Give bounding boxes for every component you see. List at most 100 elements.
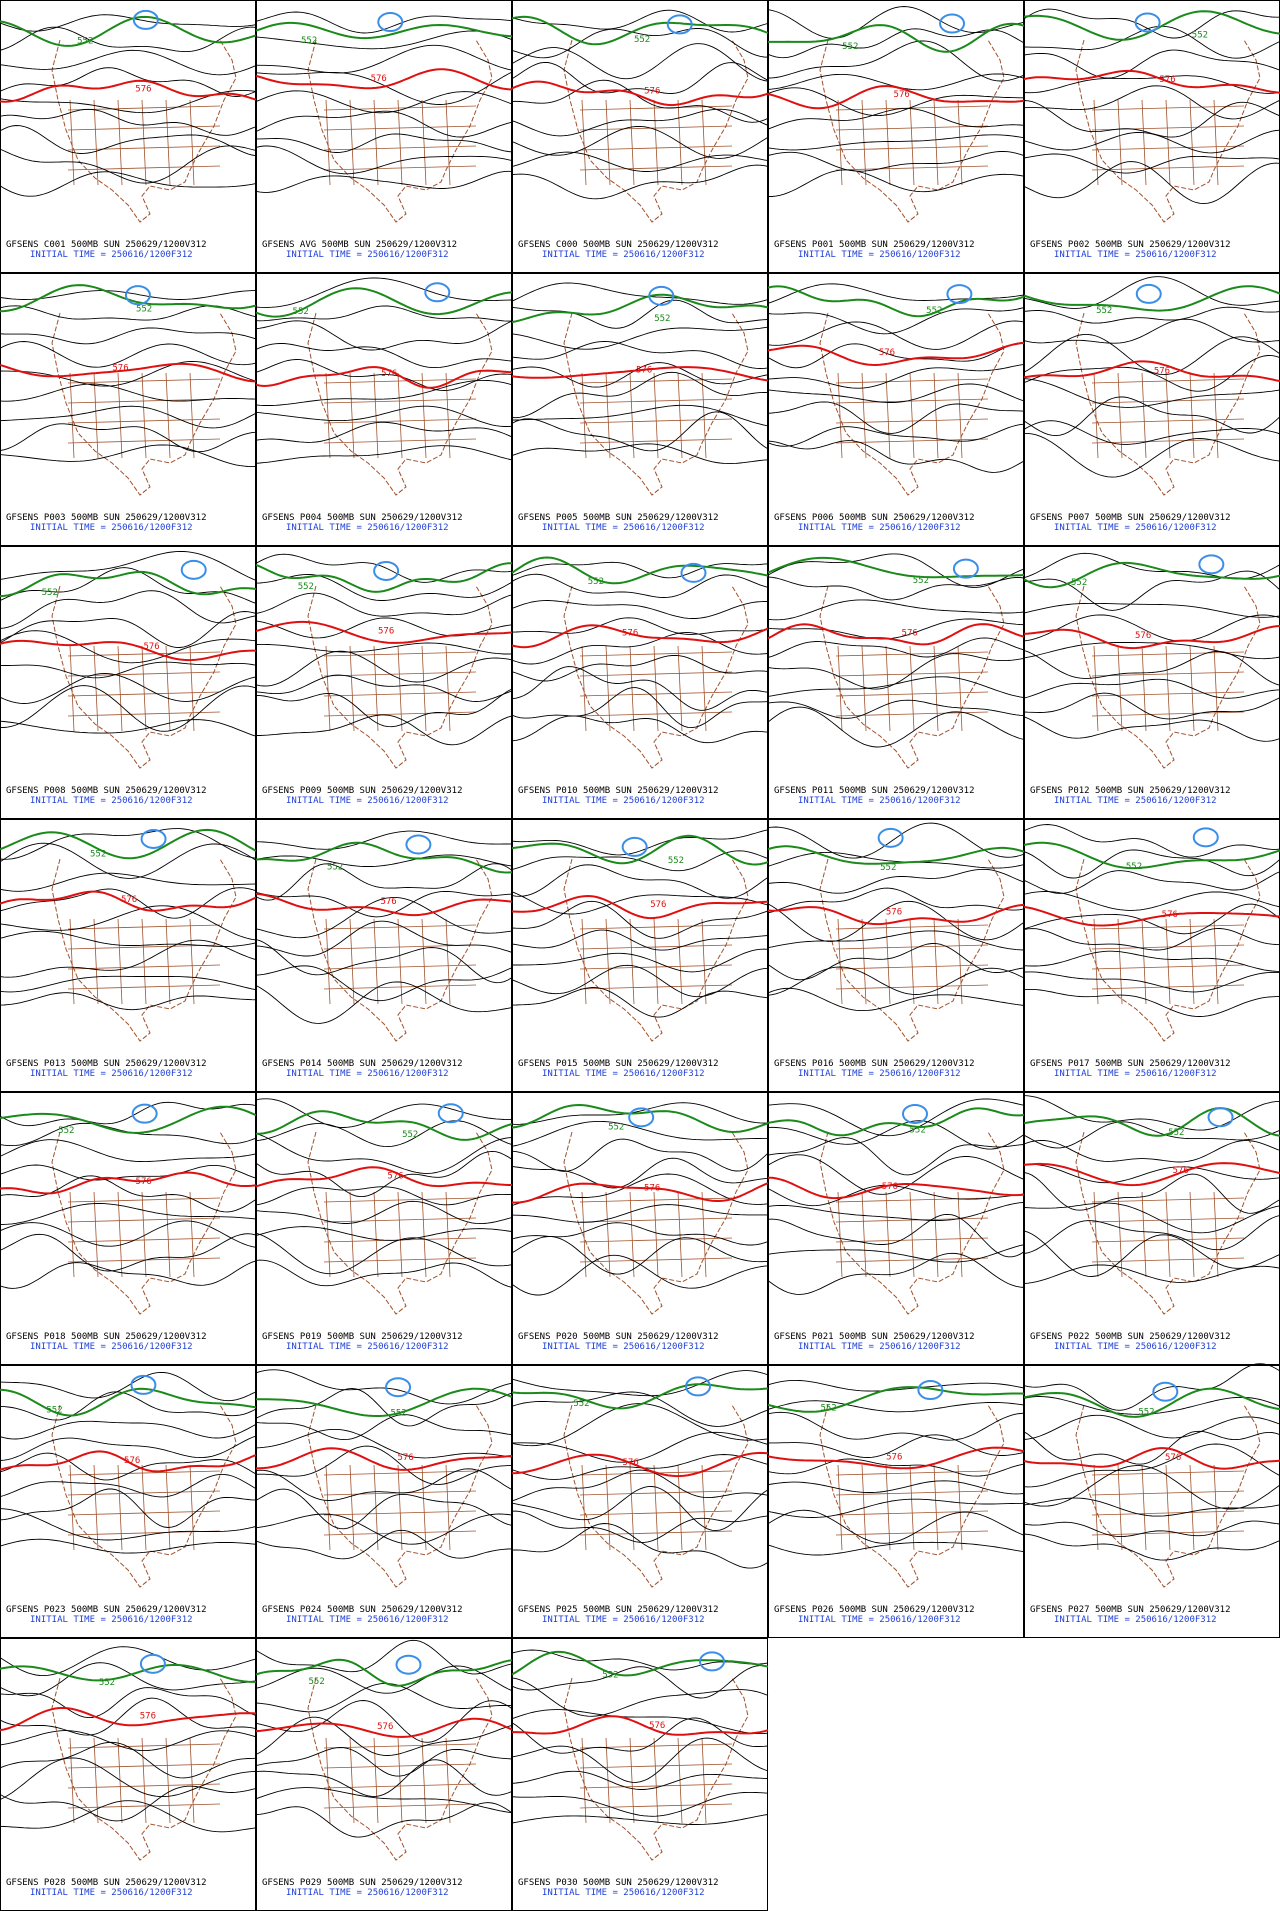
contour-552 xyxy=(767,845,1025,865)
height-contour xyxy=(0,611,257,648)
height-contour xyxy=(255,674,513,702)
map-panel: 576 552 GFSENS P028 500MB SUN 250629/1200V… xyxy=(0,1638,257,1911)
state-border xyxy=(605,918,611,1005)
state-border xyxy=(579,378,733,384)
coastline xyxy=(563,858,749,1042)
state-border xyxy=(67,1237,221,1243)
height-contour xyxy=(0,1139,257,1163)
height-contour xyxy=(255,1759,513,1797)
contour-576 xyxy=(1023,1162,1280,1187)
panel-border xyxy=(1024,1365,1280,1638)
state-border xyxy=(677,645,683,732)
height-contour xyxy=(768,169,1025,197)
init-time: INITIAL TIME = 250616/1200F312 xyxy=(542,1069,705,1079)
height-contour xyxy=(511,561,769,579)
state-border xyxy=(835,671,989,677)
contour-552 xyxy=(255,287,513,318)
state-border xyxy=(1091,145,1245,151)
state-border xyxy=(189,1191,195,1278)
contour-576 xyxy=(0,79,257,103)
state-border xyxy=(579,1257,733,1263)
panel-title: GFSENS AVG 500MB SUN 250629/1200V312 xyxy=(262,240,457,250)
state-border xyxy=(325,918,331,1005)
contour-576 xyxy=(511,894,769,920)
contour-label: 576 xyxy=(1173,1166,1189,1176)
contour-576 xyxy=(0,362,257,383)
contour-label: 576 xyxy=(622,1458,638,1468)
height-contour xyxy=(767,637,1025,658)
state-border xyxy=(581,99,587,186)
state-border xyxy=(581,1191,587,1278)
contour-552 xyxy=(0,1663,257,1683)
height-contour xyxy=(511,1157,769,1189)
state-border xyxy=(349,918,355,1005)
contour-552 xyxy=(511,556,769,585)
contour-576 xyxy=(255,68,513,91)
height-contour xyxy=(0,992,257,1011)
contour-label: 576 xyxy=(886,1452,902,1462)
panel-border xyxy=(0,273,256,546)
init-time: INITIAL TIME = 250616/1200F312 xyxy=(286,1069,449,1079)
height-contour xyxy=(0,1538,257,1554)
height-contour xyxy=(767,134,1025,151)
contour-552 xyxy=(1023,1387,1280,1418)
map-panel: 576 552 GFSENS P017 500MB SUN 250629/1200V… xyxy=(1023,819,1280,1092)
coastline xyxy=(307,1131,493,1315)
contour-576 xyxy=(0,890,257,912)
height-contour xyxy=(0,939,257,978)
panel-border xyxy=(1024,1092,1280,1365)
state-border xyxy=(1117,1191,1123,1278)
state-border xyxy=(323,378,477,384)
height-contour xyxy=(767,1201,1025,1221)
state-border xyxy=(67,418,221,424)
coastline xyxy=(307,585,493,769)
height-contour xyxy=(255,379,513,406)
state-border xyxy=(701,99,707,186)
contour-label: 552 xyxy=(301,36,317,46)
panel-border xyxy=(512,0,768,273)
map-panel: 576 552 GFSENS P027 500MB SUN 250629/1200V… xyxy=(1023,1363,1280,1638)
init-time: INITIAL TIME = 250616/1200F312 xyxy=(798,250,961,260)
contour-576 xyxy=(767,1446,1025,1470)
coastline xyxy=(307,39,493,223)
coastline xyxy=(1075,585,1261,769)
height-contour xyxy=(255,445,513,464)
state-border xyxy=(67,1217,221,1223)
low-center xyxy=(1198,554,1225,575)
height-contour xyxy=(255,920,513,957)
height-contour xyxy=(1023,1430,1280,1465)
contour-label: 576 xyxy=(387,1172,403,1182)
panel-border xyxy=(256,1638,512,1911)
height-contour xyxy=(0,685,257,732)
height-contour xyxy=(255,939,513,984)
state-border xyxy=(445,1464,451,1551)
state-border xyxy=(629,1464,635,1551)
height-contour xyxy=(1023,602,1280,618)
height-contour xyxy=(1023,1095,1280,1131)
state-border xyxy=(445,372,451,459)
contour-552 xyxy=(0,570,257,598)
panel-border xyxy=(768,273,1024,546)
height-contour xyxy=(0,49,257,76)
height-contour xyxy=(767,851,1025,869)
state-border xyxy=(933,645,939,732)
height-contour xyxy=(0,423,257,453)
height-contour xyxy=(255,320,513,351)
state-border xyxy=(1141,1191,1147,1278)
state-border xyxy=(835,964,989,970)
height-contour xyxy=(0,887,257,919)
contour-label: 576 xyxy=(879,348,895,358)
state-border xyxy=(861,918,867,1005)
state-border xyxy=(885,1464,891,1551)
height-contour xyxy=(1023,1171,1280,1214)
state-border xyxy=(373,645,379,732)
contour-552 xyxy=(0,15,257,47)
state-border xyxy=(141,1191,147,1278)
contour-576 xyxy=(511,366,769,382)
panel-border xyxy=(0,819,256,1092)
height-contour xyxy=(767,966,1025,996)
state-border xyxy=(885,372,891,459)
height-contour xyxy=(511,1391,769,1427)
state-border xyxy=(629,645,635,732)
state-border xyxy=(579,418,733,424)
